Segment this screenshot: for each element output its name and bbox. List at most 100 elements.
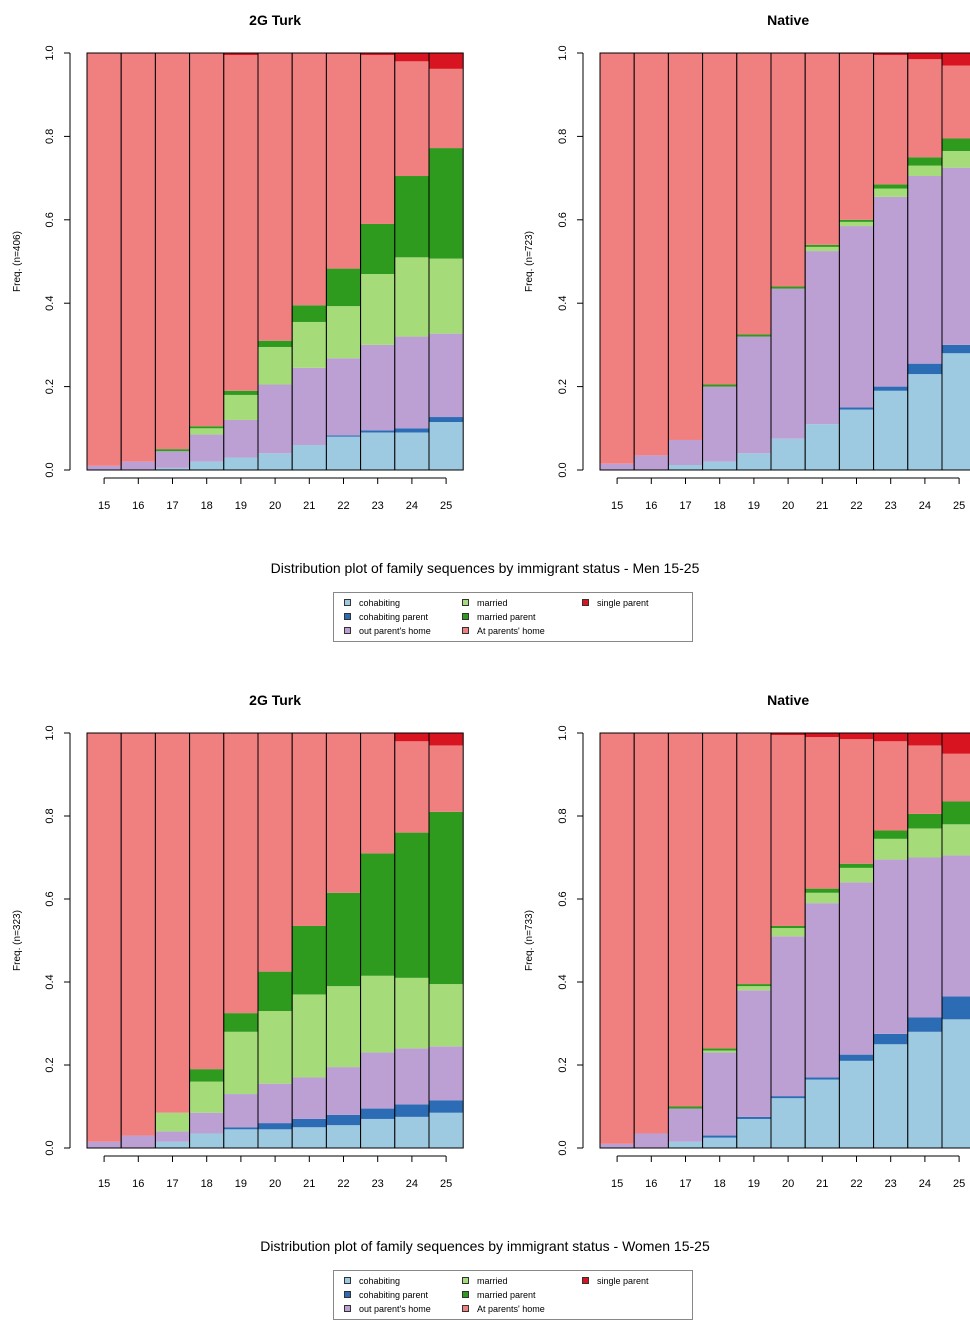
bar-segment: [702, 1050, 737, 1053]
y-tick-label: 0.2: [557, 1057, 569, 1072]
bar-segment: [394, 257, 429, 337]
bar-segment: [839, 226, 874, 408]
y-tick-label: 0.0: [44, 462, 56, 477]
bar-segment: [326, 1125, 361, 1148]
y-axis-label: Freq. (n=406): [12, 231, 23, 292]
bar-segment: [155, 449, 190, 452]
bar-segment: [326, 892, 361, 987]
bar-segment: [702, 1137, 737, 1148]
bar-segment: [223, 1013, 258, 1032]
x-tick-label: 15: [611, 500, 623, 512]
bar-segment: [258, 1011, 293, 1084]
x-tick-label: 20: [782, 500, 794, 512]
x-tick-label: 21: [303, 1178, 315, 1190]
bar-segment: [702, 1052, 737, 1136]
bar-segment: [292, 321, 327, 368]
x-tick-label: 23: [885, 500, 897, 512]
bar-segment: [258, 340, 293, 347]
y-axis-label: Freq. (n=733): [524, 910, 535, 971]
bar-segment: [907, 828, 942, 858]
bar-segment: [668, 1141, 703, 1148]
x-tick-label: 23: [372, 1178, 384, 1190]
chart-women-native: Native Freq. (n=733) 0.0 0.2 0.4 0.6 0.8 1.0 15 1…: [524, 692, 970, 1190]
bar-segment: [155, 733, 190, 1113]
bar-segment: [189, 1112, 224, 1134]
bar-segment: [360, 975, 395, 1053]
y-tick-label: 0.2: [44, 1057, 56, 1072]
bar-segment: [805, 903, 840, 1078]
bar-segment: [223, 1129, 258, 1148]
bar-segment: [942, 138, 970, 151]
bar-segment: [736, 733, 771, 985]
bar-segment: [805, 1077, 840, 1080]
bar-segment: [121, 733, 156, 1136]
bar-segment: [292, 1077, 327, 1119]
bar-segment: [942, 53, 970, 66]
y-tick-label: 0.6: [557, 212, 569, 227]
bar-segment: [360, 1052, 395, 1109]
bar-segment: [292, 1127, 327, 1148]
bar-segment: [429, 53, 464, 69]
bar-segment: [736, 1116, 771, 1119]
bar-segment: [121, 1135, 156, 1148]
bar-segment: [942, 824, 970, 856]
legend-swatch: [344, 1305, 351, 1312]
bar-segment: [429, 984, 464, 1047]
bar-segment: [360, 432, 395, 470]
bar-segment: [360, 53, 395, 56]
bar-segment: [394, 741, 429, 833]
bar-segment: [429, 733, 464, 746]
bar-segment: [839, 409, 874, 470]
bar-segment: [155, 1131, 190, 1142]
bar-segment: [942, 801, 970, 825]
bar-segment: [600, 53, 635, 464]
legend-label: married parent: [477, 612, 536, 622]
legend-label: married parent: [477, 1290, 536, 1300]
x-tick-label: 16: [645, 500, 657, 512]
x-tick-label: 21: [816, 1178, 828, 1190]
chart-title: Native: [767, 12, 809, 28]
bar-segment: [839, 733, 874, 740]
bar-segment: [189, 53, 224, 427]
bar-segment: [223, 457, 258, 470]
bar-segment: [292, 444, 327, 470]
bar-segment: [839, 1060, 874, 1148]
bar-segment: [873, 53, 908, 56]
legend-label: At parents' home: [477, 626, 545, 636]
bar-segment: [429, 148, 464, 259]
bar-segment: [634, 455, 669, 470]
y-tick-label: 1.0: [44, 45, 56, 60]
x-tick-label: 18: [201, 1178, 213, 1190]
bar-segment: [155, 451, 190, 468]
bar-segment: [873, 830, 908, 839]
bar-segment: [839, 407, 874, 410]
bar-segment: [326, 1114, 361, 1126]
bar-segment: [121, 53, 156, 462]
bar-segment: [258, 1123, 293, 1130]
bar-segment: [702, 733, 737, 1049]
bar-segment: [394, 53, 429, 62]
bar-segment: [805, 892, 840, 904]
bar-segment: [258, 1083, 293, 1124]
bar-segment: [189, 434, 224, 462]
bar-segment: [258, 971, 293, 1012]
legend-swatch: [462, 1291, 469, 1298]
y-tick-label: 1.0: [44, 725, 56, 740]
bar-segment: [360, 55, 395, 224]
bar-segment: [942, 733, 970, 754]
bar-segment: [907, 59, 942, 158]
y-tick-label: 0.6: [557, 891, 569, 906]
legend-swatch: [344, 1291, 351, 1298]
bar-segment: [600, 733, 635, 1144]
bar-segment: [805, 424, 840, 470]
bar-segment: [873, 838, 908, 860]
bar-segment: [702, 53, 737, 385]
bar-segment: [942, 150, 970, 168]
bar-segment: [600, 1143, 635, 1148]
bar-segment: [223, 1127, 258, 1130]
x-tick-label: 19: [235, 1178, 247, 1190]
bar-segment: [771, 438, 806, 470]
legend-label: married: [477, 598, 508, 608]
bar-segment: [839, 863, 874, 868]
bar-segment: [292, 305, 327, 322]
